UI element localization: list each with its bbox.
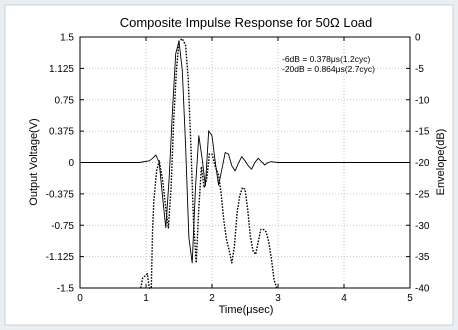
y-tick-label-right: -40 bbox=[415, 284, 430, 295]
y-tick-label: 0.75 bbox=[55, 95, 75, 106]
y-tick-label-right: 0 bbox=[415, 33, 421, 44]
envelope-series-line bbox=[140, 38, 278, 289]
tick-labels: 0 1 2 3 4 5 1.5 1.125 0.75 0.375 0 -0.375 -0.75 -1.12… bbox=[46, 33, 430, 305]
voltage-series-line bbox=[80, 40, 410, 264]
annotation-20db: -20dB = 0.864μs(2.7cyc) bbox=[282, 64, 375, 74]
y-tick-label: -0.75 bbox=[51, 221, 74, 232]
y-tick-label-right: -20 bbox=[415, 158, 430, 169]
y-tick-label-right: -15 bbox=[415, 127, 430, 138]
x-tick-label: 0 bbox=[77, 293, 83, 304]
x-tick-label: 4 bbox=[341, 293, 347, 304]
x-axis-label: Time(μsec) bbox=[219, 304, 274, 316]
y-tick-label-right: -10 bbox=[415, 95, 430, 106]
y-axis-label-right: Envelope(dB) bbox=[435, 129, 447, 196]
x-tick-label: 1 bbox=[143, 293, 149, 304]
chart-title: Composite Impulse Response for 50Ω Load bbox=[120, 15, 373, 30]
series-layer bbox=[80, 38, 410, 289]
y-tick-label: -0.375 bbox=[46, 189, 75, 200]
y-tick-label-right: -30 bbox=[415, 221, 430, 232]
x-tick-label: 3 bbox=[275, 293, 281, 304]
y-tick-label: 0 bbox=[68, 158, 74, 169]
y-tick-label-right: -5 bbox=[415, 64, 424, 75]
y-tick-label: -1.5 bbox=[57, 284, 75, 295]
y-tick-label-right: -25 bbox=[415, 189, 430, 200]
x-tick-label: 2 bbox=[209, 293, 215, 304]
y-tick-label: 0.375 bbox=[49, 127, 74, 138]
annotation-6db: -6dB = 0.378μs(1.2cyc) bbox=[282, 54, 370, 64]
x-tick-label: 5 bbox=[407, 293, 413, 304]
y-axis-label: Output Voltage(V) bbox=[28, 118, 40, 205]
y-tick-label: 1.125 bbox=[49, 64, 74, 75]
y-tick-label-right: -35 bbox=[415, 252, 430, 263]
y-tick-label: -1.125 bbox=[46, 252, 75, 263]
y-tick-label: 1.5 bbox=[60, 33, 74, 44]
